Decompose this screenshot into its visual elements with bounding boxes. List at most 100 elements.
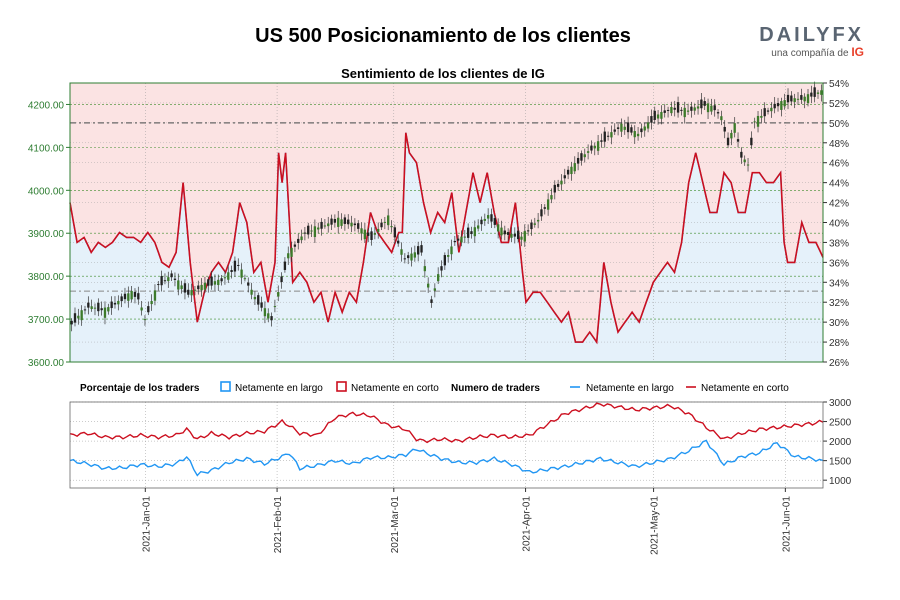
candle-body [187,289,190,295]
candle-body [80,310,83,321]
candle [193,285,197,296]
candle [113,296,117,309]
candle [320,218,323,236]
candle [177,273,180,296]
legend-pct-title: Porcentaje de los traders [80,383,200,394]
candle [237,258,240,271]
candle-body [616,127,620,129]
candle [516,226,520,243]
candle [610,125,613,145]
legend-num-title: Numero de traders [451,383,540,394]
candle [377,222,380,239]
candle-body [243,278,247,280]
candle-body [430,299,433,303]
candle [650,109,653,130]
candle-body [127,293,130,301]
candle [347,214,350,229]
candle [163,273,167,285]
candle-body [237,264,240,266]
candle [210,270,213,290]
candle [800,88,803,105]
candle [506,228,510,241]
candle-body [736,139,740,142]
candle [363,222,367,243]
candle [157,280,160,291]
candle [793,93,796,109]
candle-body [550,195,553,200]
candle-body [133,291,137,297]
candle [526,224,530,236]
candle [510,227,513,242]
candle-body [803,96,806,102]
candle [300,229,303,244]
dailyfx-logo: DAILYFX una compañía de IG [759,24,864,59]
candle [443,252,447,270]
candle-body [260,302,263,308]
candle-body [437,274,440,282]
candle [283,257,287,273]
candle [93,303,97,316]
candle-body [646,122,650,129]
candle [643,122,646,137]
candle [353,218,357,232]
candle-body [720,116,723,121]
candle [463,229,466,244]
candle [566,166,570,180]
candle [357,220,360,233]
candle-body [93,307,97,309]
candle-body [463,236,466,238]
candle-body [213,281,217,285]
candle-body [253,296,257,300]
candle [586,144,590,160]
candle-body [330,218,333,225]
candle [310,224,313,238]
candle [383,217,387,230]
pct-tick-label: 28% [829,338,849,349]
candle [570,161,573,181]
candle-body [357,223,360,229]
price-tick-label: 3900.00 [28,229,65,240]
candle [247,277,250,293]
candle [317,222,320,234]
candle-body [163,280,167,282]
candle-body [653,110,656,120]
candle-body [596,141,600,151]
candle-body [706,103,710,113]
candle [430,295,433,308]
candle-body [383,221,387,223]
candle [736,132,740,148]
candle [746,157,750,172]
candle-body [333,219,337,223]
candle [147,301,150,316]
candle-body [750,137,753,146]
x-tick-label: 2021-May-01 [650,496,661,555]
candle [250,282,253,300]
pct-tick-label: 54% [829,79,849,90]
candle-body [443,255,447,266]
candle-body [563,175,566,179]
legend-num-short: Netamente en corto [701,383,789,394]
candle [460,230,463,247]
candle [213,274,217,291]
candle [243,274,247,282]
candle-body [107,307,110,312]
candle-body [546,199,550,210]
candle-body [573,163,576,172]
count-tick-label: 2500 [829,418,852,429]
candle-body [87,302,90,308]
candle-body [267,313,270,319]
candle-body [600,140,603,142]
candle [626,116,630,139]
legend-pct-long-swatch [220,381,231,392]
candle [190,283,193,302]
bottom-frame [69,401,824,489]
candle [183,279,187,300]
candle-body [740,151,743,158]
candle [257,292,260,311]
x-tick-label: 2021-Apr-01 [522,496,533,552]
candle-body [623,126,626,130]
candle [493,215,496,229]
candle [713,99,716,117]
candle [556,179,560,191]
candle [696,99,700,115]
